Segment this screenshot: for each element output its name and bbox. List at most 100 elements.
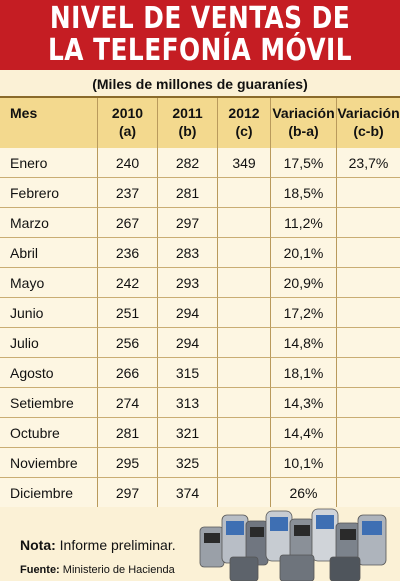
- table-cell: 240: [98, 148, 158, 178]
- title-line-2: LA TELEFONÍA MÓVIL: [48, 33, 352, 68]
- table-cell: [337, 418, 400, 448]
- table-cell: [337, 478, 400, 508]
- table-cell: [337, 268, 400, 298]
- table-cell: 315: [158, 358, 218, 388]
- table-cell: 325: [158, 448, 218, 478]
- table-cell: 242: [98, 268, 158, 298]
- table-cell: [337, 388, 400, 418]
- table-cell: [337, 448, 400, 478]
- table-cell: [218, 178, 271, 208]
- table-cell: 14,3%: [271, 388, 337, 418]
- column-header-top: 2012: [228, 105, 260, 121]
- table-row-label: Marzo: [0, 208, 98, 238]
- column-header-top: 2011: [172, 105, 203, 121]
- table-cell: [218, 238, 271, 268]
- table-cell: 274: [98, 388, 158, 418]
- column-header-bottom: (b): [178, 123, 197, 139]
- source-text: Ministerio de Hacienda: [62, 564, 175, 576]
- note-label: Nota:: [20, 537, 56, 553]
- table-cell: 236: [98, 238, 158, 268]
- table-row-label: Setiembre: [0, 388, 98, 418]
- table-row-label: Mayo: [0, 268, 98, 298]
- table-cell: 295: [98, 448, 158, 478]
- table-cell: 10,1%: [271, 448, 337, 478]
- column-header: 2010 (a): [98, 98, 158, 148]
- column-header-top: 2010: [111, 105, 144, 121]
- table-cell: 293: [158, 268, 218, 298]
- column-header-top: Variación: [272, 105, 335, 121]
- table-cell: [218, 358, 271, 388]
- table-cell: 313: [158, 388, 218, 418]
- table-cell: 256: [98, 328, 158, 358]
- mobile-phones-illustration: [199, 508, 387, 581]
- subtitle: (Miles de millones de guaraníes): [92, 76, 308, 92]
- column-header: 2012 (c): [218, 98, 271, 148]
- column-header: Variación (b-a): [271, 98, 337, 148]
- table-cell: [218, 418, 271, 448]
- table-cell: 18,5%: [271, 178, 337, 208]
- table-cell: [337, 358, 400, 388]
- table-row-label: Noviembre: [0, 448, 98, 478]
- column-header-bottom: (b-a): [288, 123, 319, 139]
- table-cell: [337, 328, 400, 358]
- table-cell: [218, 268, 271, 298]
- table-cell: 23,7%: [337, 148, 400, 178]
- table-cell: [337, 238, 400, 268]
- column-header-bottom: (c-b): [353, 123, 384, 139]
- table-row-label: Julio: [0, 328, 98, 358]
- table-cell: 26%: [271, 478, 337, 508]
- note-text: Informe preliminar.: [59, 537, 176, 553]
- table-row-label: Agosto: [0, 358, 98, 388]
- table-cell: [218, 448, 271, 478]
- table-cell: 18,1%: [271, 358, 337, 388]
- source-label: Fuente:: [20, 564, 60, 576]
- column-header-bottom: (c): [235, 123, 253, 139]
- table-cell: [218, 298, 271, 328]
- table-row-label: Junio: [0, 298, 98, 328]
- source: Fuente: Ministerio de Hacienda: [20, 564, 175, 576]
- column-header: Variación (c-b): [337, 98, 400, 148]
- table-cell: 281: [158, 178, 218, 208]
- table-cell: 267: [98, 208, 158, 238]
- table-row-label: Febrero: [0, 178, 98, 208]
- table-cell: 17,2%: [271, 298, 337, 328]
- table-cell: 266: [98, 358, 158, 388]
- table-cell: 281: [98, 418, 158, 448]
- table-cell: [218, 388, 271, 418]
- table-cell: 20,9%: [271, 268, 337, 298]
- table-cell: 349: [218, 148, 271, 178]
- table-row-label: Abril: [0, 238, 98, 268]
- table-cell: [218, 208, 271, 238]
- table-cell: [218, 328, 271, 358]
- table-cell: 17,5%: [271, 148, 337, 178]
- table-cell: 294: [158, 328, 218, 358]
- table-cell: [337, 298, 400, 328]
- table-cell: [218, 478, 271, 508]
- column-header-top: Variación: [337, 105, 400, 121]
- column-header-bottom: (a): [118, 123, 137, 139]
- column-header: Mes: [0, 98, 98, 148]
- table-cell: 237: [98, 178, 158, 208]
- title-line-1: NIVEL DE VENTAS DE: [49, 1, 351, 36]
- table-cell: 282: [158, 148, 218, 178]
- column-header: 2011 (b): [158, 98, 218, 148]
- sales-table: Mes 2010 (a) 2011 (b) 2012 (c) Variación (b-a) Va…: [0, 96, 400, 539]
- table-cell: [337, 208, 400, 238]
- column-header-top: Mes: [10, 105, 38, 121]
- table-cell: 294: [158, 298, 218, 328]
- table-cell: 321: [158, 418, 218, 448]
- table-cell: 374: [158, 478, 218, 508]
- note: Nota: Informe preliminar.: [20, 537, 176, 553]
- table-row-label: Enero: [0, 148, 98, 178]
- table-cell: 297: [158, 208, 218, 238]
- table-cell: [337, 178, 400, 208]
- title-banner: NIVEL DE VENTAS DE LA TELEFONÍA MÓVIL: [0, 0, 400, 70]
- table-cell: 283: [158, 238, 218, 268]
- table-row-label: Octubre: [0, 418, 98, 448]
- table-cell: 14,8%: [271, 328, 337, 358]
- table-cell: 297: [98, 478, 158, 508]
- table-cell: 251: [98, 298, 158, 328]
- table-cell: 11,2%: [271, 208, 337, 238]
- table-cell: 14,4%: [271, 418, 337, 448]
- table-cell: 20,1%: [271, 238, 337, 268]
